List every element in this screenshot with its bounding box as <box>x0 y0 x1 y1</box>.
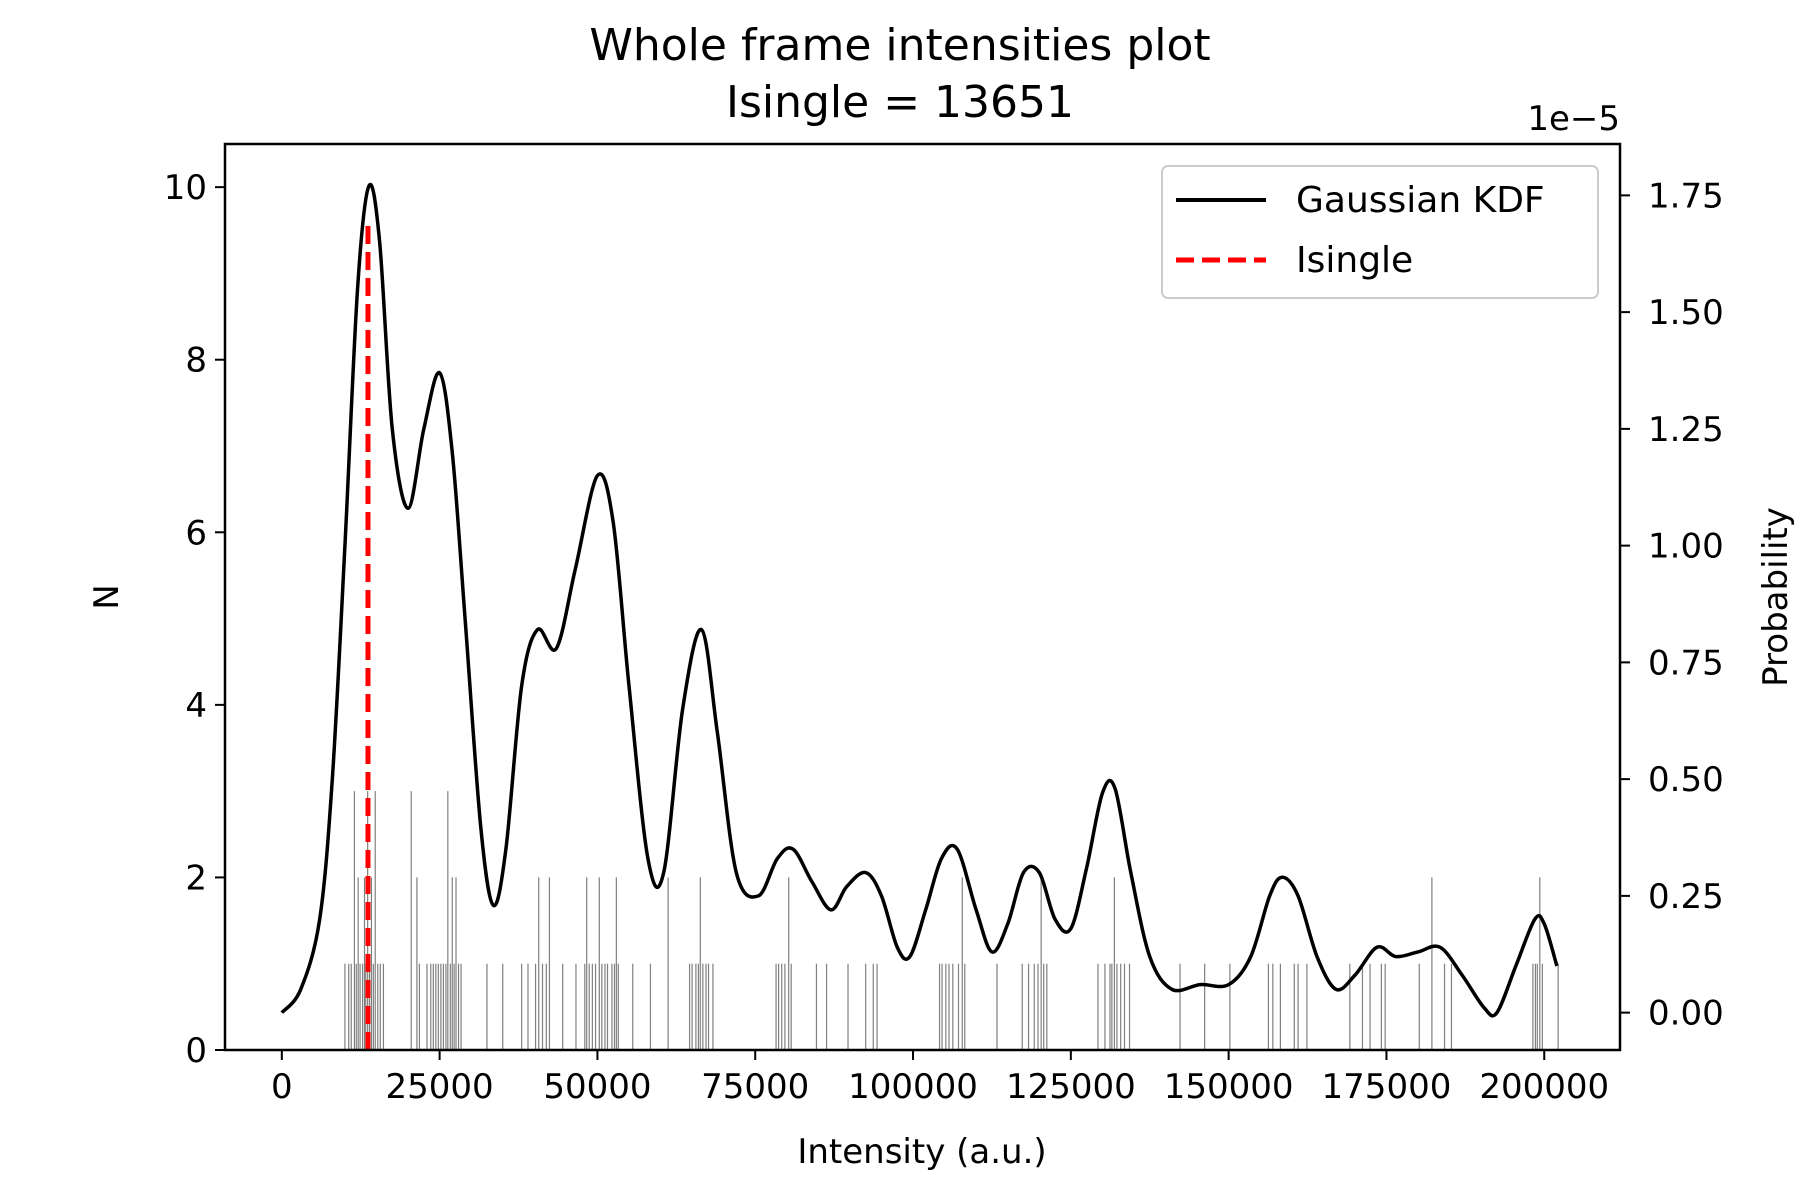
x-tick-label: 150000 <box>1164 1067 1294 1107</box>
x-tick-label: 25000 <box>386 1067 494 1107</box>
y-axis-label: N <box>87 584 127 609</box>
y2-tick-label: 1.75 <box>1648 176 1724 216</box>
y-tick-label: 6 <box>185 513 207 553</box>
y2-axis-label: Probability <box>1756 507 1796 687</box>
y2-tick-label: 0.00 <box>1648 994 1724 1034</box>
y2-tick-label: 0.75 <box>1648 643 1724 683</box>
y-axis-left: 0 2 4 6 8 10 <box>164 168 225 1071</box>
y2-tick-label: 0.50 <box>1648 760 1724 800</box>
legend-label-gaussian-kdf: Gaussian KDF <box>1296 180 1545 221</box>
y-tick-label: 0 <box>185 1031 207 1071</box>
x-tick-label: 75000 <box>701 1067 809 1107</box>
y2-tick-label: 1.00 <box>1648 527 1724 567</box>
y-tick-label: 2 <box>185 858 207 898</box>
x-tick-label: 175000 <box>1322 1067 1452 1107</box>
x-tick-label: 125000 <box>1006 1067 1136 1107</box>
y2-tick-label: 1.50 <box>1648 293 1724 333</box>
x-tick-label: 100000 <box>848 1067 978 1107</box>
legend-box <box>1161 165 1599 299</box>
y-tick-label: 10 <box>164 168 207 208</box>
kde-series <box>280 182 1559 1018</box>
chart-subtitle: Isingle = 13651 <box>726 77 1074 128</box>
y2-axis-multiplier: 1e−5 <box>1527 99 1620 139</box>
x-tick-label: 50000 <box>543 1067 651 1107</box>
y-tick-label: 4 <box>185 686 207 726</box>
legend: Gaussian KDF Isingle <box>1161 165 1599 299</box>
x-axis-label: Intensity (a.u.) <box>797 1132 1046 1172</box>
rug-plot <box>344 791 1559 1050</box>
chart-title: Whole frame intensities plot <box>589 20 1210 71</box>
x-tick-label: 0 <box>271 1067 293 1107</box>
y2-tick-label: 0.25 <box>1648 877 1724 917</box>
y-tick-label: 8 <box>185 341 207 381</box>
x-tick-label: 200000 <box>1479 1067 1609 1107</box>
kde-line <box>280 182 1559 1018</box>
y-axis-right: 0.00 0.25 0.50 0.75 1.00 1.25 1.50 1.75 <box>1620 176 1724 1034</box>
legend-label-isingle: Isingle <box>1296 240 1413 281</box>
plot-frame <box>223 142 1622 1052</box>
x-axis: 0 25000 50000 75000 100000 125000 150000 175000… <box>271 1050 1609 1107</box>
y2-tick-label: 1.25 <box>1648 410 1724 450</box>
